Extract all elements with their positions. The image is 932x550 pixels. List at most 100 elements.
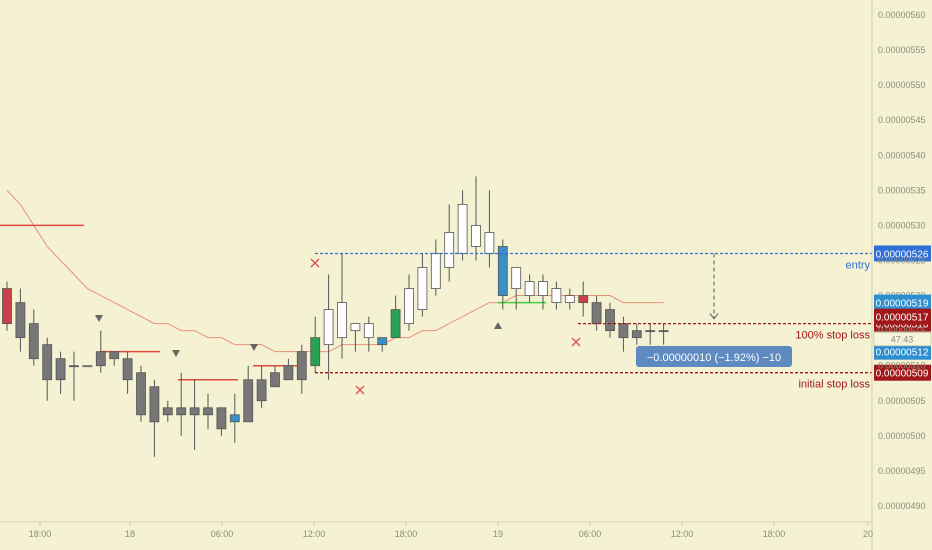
candle (645, 323, 656, 345)
candle (229, 393, 240, 443)
candle-body (363, 323, 374, 339)
candle (404, 274, 414, 331)
price-tick-label: 0.00000535 (878, 185, 926, 195)
candle-body (136, 372, 146, 416)
price-tick-label: 0.00000510 (878, 361, 926, 371)
candle-body (377, 337, 388, 346)
price-tick-label: 0.00000540 (878, 150, 926, 160)
candle (176, 372, 187, 436)
time-axis[interactable]: 18:00 18 06:00 12:00 18:00 19 06:00 12:00 18:00 2… (0, 521, 873, 539)
candle-body (564, 295, 575, 303)
time-tick-label: 06:00 (579, 529, 602, 539)
candle-body (538, 281, 548, 296)
candle (578, 281, 589, 317)
time-tick-label: 19 (493, 529, 503, 539)
triangle-down-marker (172, 350, 180, 357)
candle (310, 316, 321, 373)
candle-body (511, 267, 522, 289)
candle-body (578, 295, 589, 303)
price-tick-label: 0.00000550 (878, 80, 926, 90)
candle (122, 351, 133, 394)
candle (444, 204, 455, 282)
time-tick-label: 12:00 (303, 529, 326, 539)
price-line-tag-text: 0.00000526 (876, 249, 929, 260)
candle-body (28, 323, 39, 360)
candle (270, 365, 280, 388)
candle (363, 316, 374, 352)
candle-body (203, 407, 213, 416)
candle (256, 365, 267, 408)
markers-layer (95, 258, 581, 395)
candle (55, 351, 66, 394)
candle (189, 379, 200, 450)
price-line-tag-text: 0.00000509 (876, 369, 929, 380)
candle-body (457, 203, 468, 254)
candle (243, 365, 254, 423)
candle (203, 393, 213, 429)
candle-body (283, 365, 294, 381)
price-tick-label: 0.00000545 (878, 115, 926, 125)
candle (149, 379, 160, 457)
candle (551, 281, 562, 310)
candle-body (69, 365, 79, 368)
measure-label-box[interactable] (636, 346, 792, 367)
candle (538, 274, 548, 310)
candle (591, 295, 602, 331)
x-marker (310, 258, 320, 268)
candle (511, 267, 522, 310)
candle-body (109, 351, 120, 360)
price-tick-label: 0.00000555 (878, 45, 926, 55)
candle (484, 190, 495, 268)
candles-layer (2, 176, 669, 457)
x-marker (571, 337, 581, 347)
candle-body (591, 302, 602, 325)
candle (28, 309, 39, 366)
candle-body (15, 302, 26, 339)
candle-body (323, 309, 334, 346)
dashed-arrow-down (709, 313, 719, 320)
price-line-tag (874, 364, 931, 381)
candle-body (149, 386, 160, 423)
triangle-down-marker (250, 344, 258, 351)
triangle-down-marker (95, 315, 103, 322)
candle (2, 281, 12, 331)
candle-body (390, 309, 401, 339)
price-axis[interactable]: 0.00000560 0.00000555 0.00000550 0.00000545… (871, 0, 932, 550)
price-tick-label: 0.00000515 (878, 326, 926, 336)
candle (283, 358, 294, 381)
price-axis-tag (874, 308, 931, 325)
candle-body (243, 379, 254, 423)
candle-body (631, 330, 642, 339)
price-line-label: entry (846, 259, 871, 271)
candle-body (524, 281, 535, 296)
candle (42, 337, 53, 401)
price-lines-layer: entry 0.00000526 100% stop loss 0.00000516 i… (315, 245, 931, 391)
candle-body (95, 351, 106, 367)
candle-body (162, 407, 173, 416)
candle (323, 274, 334, 380)
candle (296, 344, 307, 394)
price-line-tag-text: 0.00000516 (876, 320, 929, 331)
candle-body (605, 309, 615, 332)
time-tick-label: 18:00 (29, 529, 52, 539)
candle-body (658, 330, 669, 333)
price-tick-label: 0.00000560 (878, 10, 926, 20)
candle (162, 400, 173, 422)
candle-body (417, 267, 428, 310)
measure-tool[interactable]: −0.00000010 (−1.92%) −10 (636, 253, 792, 367)
price-line-label: initial stop loss (798, 379, 870, 391)
candle (631, 323, 642, 345)
candle-body (42, 344, 53, 381)
price-tick-label: 0.00000500 (878, 431, 926, 441)
candle-body (55, 358, 66, 381)
countdown-tag (873, 332, 932, 347)
candle-body (484, 232, 495, 254)
triangle-up-marker (494, 322, 502, 329)
price-axis-tag (874, 294, 931, 311)
candle (564, 288, 575, 310)
candle (658, 323, 669, 345)
price-axis-tag-text: 0.00000512 (876, 348, 929, 359)
x-marker (355, 385, 365, 395)
